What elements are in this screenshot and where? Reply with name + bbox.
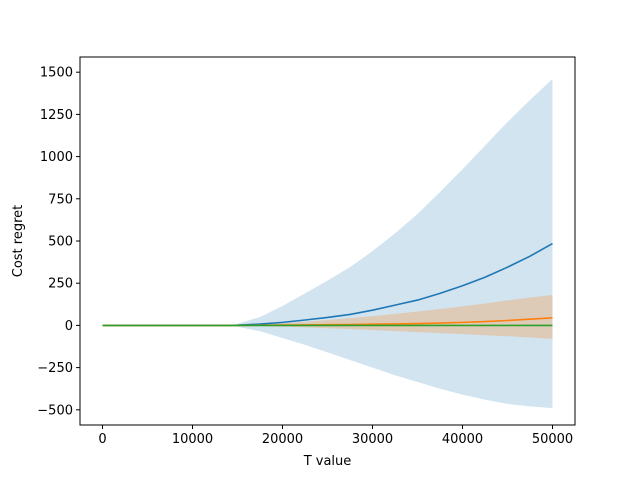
series-2-confidence-band: [102, 295, 553, 339]
y-tick-label: 500: [48, 235, 73, 250]
x-tick-label: 20000: [262, 432, 303, 447]
y-tick-label: 750: [48, 192, 73, 207]
y-tick-label: 0: [65, 319, 73, 334]
y-tick-label: 1000: [40, 150, 73, 165]
x-tick-label: 50000: [532, 432, 573, 447]
y-tick-label: −500: [37, 403, 73, 418]
x-axis-label: T value: [303, 454, 352, 469]
y-axis: −500 −250 0 250 500 750 1000 1250 1500: [37, 66, 80, 418]
y-tick-label: −250: [37, 361, 73, 376]
y-axis-label: Cost regret: [11, 205, 26, 278]
plot-area: [102, 78, 553, 409]
x-axis: 0 10000 20000 30000 40000 50000: [98, 425, 573, 447]
x-tick-label: 40000: [442, 432, 483, 447]
series-layer: [102, 78, 553, 409]
y-tick-label: 1250: [40, 108, 73, 123]
y-tick-label: 1500: [40, 66, 73, 81]
y-tick-label: 250: [48, 277, 73, 292]
x-tick-label: 10000: [172, 432, 213, 447]
x-tick-label: 30000: [352, 432, 393, 447]
x-tick-label: 0: [98, 432, 106, 447]
